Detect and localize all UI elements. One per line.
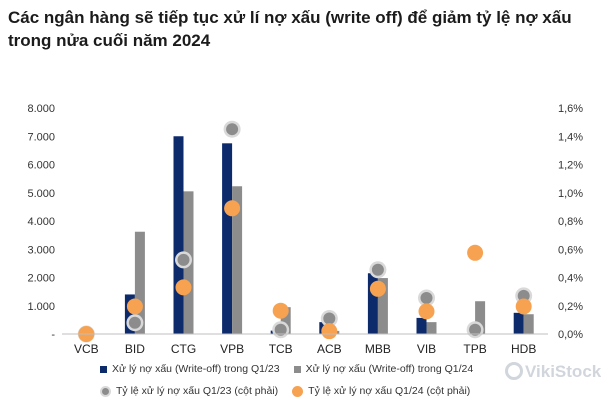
x-axis-categories: VCB BID CTG VPB TCB ACB MBB VIB TPB HDB xyxy=(74,342,536,356)
watermark: VikiStock xyxy=(505,362,601,382)
dot-q1-24-ctg xyxy=(175,279,192,296)
x-tick-label-hdb: HDB xyxy=(511,342,536,356)
legend-swatch xyxy=(292,385,304,397)
right-tick-label: 0,4% xyxy=(558,273,583,285)
left-axis: - 1.000 2.000 3.000 4.000 5.000 6.000 7.000 8.00… xyxy=(27,103,55,341)
legend-row-1: Xử lý nợ xấu (Write-off) trong Q1/23 Xử … xyxy=(100,358,570,380)
x-tick-label-vcb: VCB xyxy=(74,342,99,356)
bar-q1-23-hdb xyxy=(513,312,524,334)
legend-row-2: Tỷ lệ xử lý nợ xấu Q1/23 (cột phải) Tỷ l… xyxy=(100,380,570,402)
left-tick-label: 1.000 xyxy=(27,301,55,313)
legend: Xử lý nợ xấu (Write-off) trong Q1/23 Xử … xyxy=(100,358,570,402)
dot-q1-24-tcb xyxy=(272,302,289,319)
legend-label: Tỷ lệ xử lý nợ xấu Q1/24 (cột phải) xyxy=(308,385,471,397)
legend-item-q1-23-bar: Xử lý nợ xấu (Write-off) trong Q1/23 xyxy=(100,363,280,375)
chart-title: Các ngân hàng sẽ tiếp tục xử lí nợ xấu (… xyxy=(8,8,572,50)
x-tick-label-acb: ACB xyxy=(317,342,342,356)
dot-q1-24-vib xyxy=(418,303,435,320)
bar-q1-24-mbb xyxy=(377,278,388,334)
right-tick-label: 1,4% xyxy=(558,131,583,143)
dot-q1-24-tpb xyxy=(467,244,484,261)
bar-q1-23-vpb xyxy=(222,143,233,334)
dot-q1-23-mbb xyxy=(371,263,384,276)
x-tick-label-tcb: TCB xyxy=(269,342,293,356)
watermark-logo-icon xyxy=(505,362,523,380)
bar-q1-24-bid xyxy=(134,231,145,334)
dot-q1-23-acb xyxy=(323,312,336,325)
legend-swatch xyxy=(293,365,301,373)
legend-item-q1-23-dot: Tỷ lệ xử lý nợ xấu Q1/23 (cột phải) xyxy=(100,385,278,397)
bar-q1-24-vpb xyxy=(232,186,243,334)
dot-q1-23-ctg xyxy=(177,253,190,266)
bar-q1-23-mbb xyxy=(367,273,378,334)
x-tick-label-bid: BID xyxy=(125,342,145,356)
dot-q1-24-acb xyxy=(321,323,338,340)
left-tick-label: 2.000 xyxy=(27,273,55,285)
dot-q1-24-vpb xyxy=(224,200,241,217)
bar-q1-24-tcb xyxy=(280,307,291,334)
dots xyxy=(77,120,533,343)
legend-label: Xử lý nợ xấu (Write-off) trong Q1/24 xyxy=(305,363,474,375)
legend-item-q1-24-bar: Xử lý nợ xấu (Write-off) trong Q1/24 xyxy=(293,363,474,375)
dot-q1-23-vib xyxy=(420,291,433,304)
dot-q1-23-bid xyxy=(128,316,141,329)
bar-q1-23-vib xyxy=(416,317,427,334)
bars xyxy=(124,136,534,334)
dot-q1-23-hdb xyxy=(517,289,530,302)
bar-q1-24-hdb xyxy=(523,314,534,334)
bar-q1-23-ctg xyxy=(173,136,184,334)
legend-item-q1-24-dot: Tỷ lệ xử lý nợ xấu Q1/24 (cột phải) xyxy=(292,385,470,397)
left-tick-label: - xyxy=(51,329,55,341)
left-tick-label: 3.000 xyxy=(27,244,55,256)
right-tick-label: 0,8% xyxy=(558,216,583,228)
legend-swatch xyxy=(100,365,107,373)
bar-q1-23-bid xyxy=(124,294,135,334)
x-tick-label-mbb: MBB xyxy=(365,342,391,356)
x-tick-label-vpb: VPB xyxy=(220,342,244,356)
right-tick-label: 1,2% xyxy=(558,160,583,172)
bar-q1-24-tpb xyxy=(475,301,486,334)
left-tick-label: 5.000 xyxy=(27,188,55,200)
right-tick-label: 1,0% xyxy=(558,188,583,200)
dot-q1-24-hdb xyxy=(515,298,532,315)
dot-q1-23-tpb xyxy=(469,323,482,336)
dot-q1-24-mbb xyxy=(369,280,386,297)
right-tick-label: 1,6% xyxy=(558,103,583,115)
left-tick-label: 6.000 xyxy=(27,160,55,172)
legend-label: Tỷ lệ xử lý nợ xấu Q1/23 (cột phải) xyxy=(116,385,279,397)
left-tick-label: 8.000 xyxy=(27,103,55,115)
left-tick-label: 4.000 xyxy=(27,216,55,228)
dot-q1-24-bid xyxy=(126,298,143,315)
dot-q1-23-tcb xyxy=(274,323,287,336)
x-tick-label-ctg: CTG xyxy=(171,342,196,356)
x-tick-label-vib: VIB xyxy=(417,342,436,356)
x-tick-label-tpb: TPB xyxy=(463,342,486,356)
bar-q1-24-vib xyxy=(426,322,437,334)
legend-label: Xử lý nợ xấu (Write-off) trong Q1/23 xyxy=(112,363,280,375)
right-tick-label: 0,2% xyxy=(558,301,583,313)
right-tick-label: 0,6% xyxy=(558,244,583,256)
legend-swatch xyxy=(100,385,111,397)
left-tick-label: 7.000 xyxy=(27,131,55,143)
right-axis: 0,0% 0,2% 0,4% 0,6% 0,8% 1,0% 1,2% 1,4% 1,6% xyxy=(558,103,583,341)
right-tick-label: 0,0% xyxy=(558,329,583,341)
dot-q1-23-vpb xyxy=(226,123,239,136)
